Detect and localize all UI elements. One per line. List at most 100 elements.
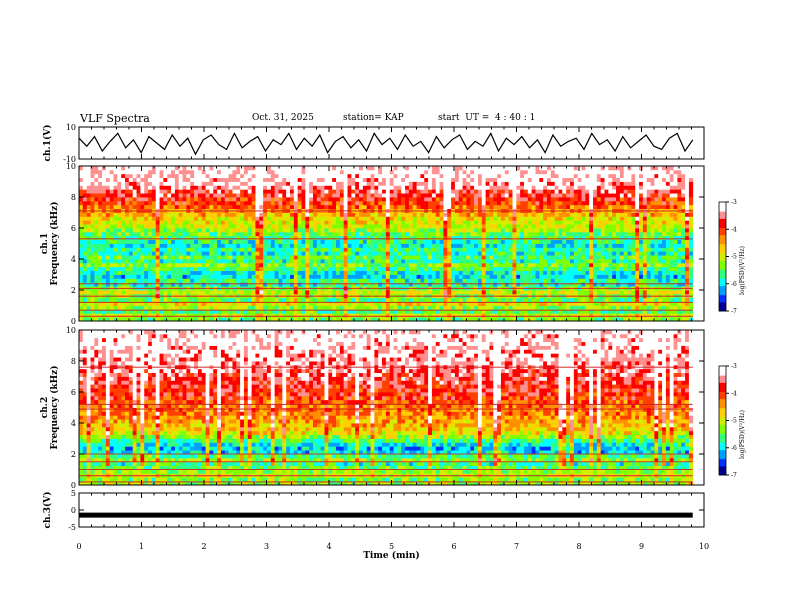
spectrogram-cell bbox=[431, 251, 437, 256]
spectrogram-cell bbox=[220, 247, 226, 252]
spectrogram-cell bbox=[155, 239, 160, 244]
spectrogram-cell bbox=[247, 200, 253, 206]
spectrogram-cell bbox=[554, 220, 559, 225]
spectrogram-cell bbox=[500, 297, 506, 303]
spectrogram-cell bbox=[627, 301, 632, 306]
spectrogram-cell bbox=[251, 309, 256, 314]
spectrogram-cell bbox=[309, 297, 314, 303]
spectrogram-cell bbox=[309, 243, 314, 248]
spectrogram-cell bbox=[167, 274, 172, 279]
spectrogram-cell bbox=[297, 297, 302, 303]
spectrogram-cell bbox=[213, 251, 218, 256]
spectrogram-cell bbox=[305, 200, 310, 206]
spectrogram-cell bbox=[454, 317, 460, 322]
spectrogram-cell bbox=[297, 290, 302, 295]
spectrogram-cell bbox=[662, 301, 667, 306]
spectrogram-cell bbox=[642, 251, 648, 256]
spectrogram-cell bbox=[366, 305, 371, 310]
spectrogram-cell bbox=[289, 255, 295, 260]
spectrogram-cell bbox=[673, 262, 678, 268]
spectrogram-cell bbox=[600, 259, 605, 264]
spectrogram-cell bbox=[631, 313, 636, 318]
spectrogram-cell bbox=[182, 220, 187, 225]
spectrogram-cell bbox=[428, 220, 433, 225]
spectrogram-cell bbox=[220, 313, 226, 318]
spectrogram-cell bbox=[539, 231, 544, 237]
spectrogram-cell bbox=[481, 243, 487, 248]
spectrogram-cell bbox=[612, 297, 617, 303]
spectrogram-cell bbox=[393, 274, 398, 279]
spectrogram-cell bbox=[82, 317, 88, 322]
spectrogram-cell bbox=[669, 220, 674, 225]
spectrogram-cell bbox=[474, 251, 479, 256]
spectrogram-cell bbox=[504, 231, 510, 237]
spectrogram-cell bbox=[297, 305, 302, 310]
spectrogram-cell bbox=[385, 309, 391, 314]
spectrogram-cell bbox=[236, 200, 241, 206]
spectrogram-cell bbox=[167, 243, 172, 248]
spectrogram-cell bbox=[500, 317, 506, 322]
spectrogram-cell bbox=[332, 212, 337, 217]
spectrogram-cell bbox=[577, 228, 582, 233]
spectrogram-cell bbox=[94, 290, 99, 295]
spectrogram-cell bbox=[608, 262, 613, 268]
spectrogram-cell bbox=[163, 200, 168, 206]
spectrogram-cell bbox=[581, 270, 586, 275]
spectrogram-cell bbox=[151, 216, 157, 221]
spectrogram-cell bbox=[347, 231, 352, 237]
spectrogram-cell bbox=[286, 282, 291, 287]
spectrogram-cell bbox=[128, 239, 134, 244]
spectrogram-cell bbox=[508, 251, 513, 256]
spectrogram-cell bbox=[623, 297, 628, 303]
spectrogram-cell bbox=[366, 204, 371, 210]
spectrogram-cell bbox=[646, 247, 651, 252]
spectrogram-cell bbox=[500, 313, 506, 318]
spectrogram-cell bbox=[102, 212, 107, 217]
spectrogram-cell bbox=[593, 224, 598, 229]
spectrogram-cell bbox=[336, 235, 341, 241]
spectrogram-cell bbox=[336, 290, 341, 295]
spectrogram-cell bbox=[466, 224, 471, 229]
spectrogram-cell bbox=[604, 204, 609, 210]
spectrogram-cell bbox=[451, 290, 456, 295]
spectrogram-cell bbox=[458, 313, 463, 318]
spectrogram-cell bbox=[144, 317, 149, 322]
spectrogram-cell bbox=[562, 309, 567, 314]
spectrogram-cell bbox=[151, 200, 157, 206]
spectrogram-cell bbox=[382, 309, 387, 314]
spectrogram-cell bbox=[577, 235, 582, 241]
spectrogram-cell bbox=[658, 282, 663, 287]
spectrogram-cell bbox=[197, 216, 203, 221]
spectrogram-cell bbox=[171, 231, 176, 237]
spectrogram-cell bbox=[527, 247, 533, 252]
spectrogram-cell bbox=[305, 270, 310, 275]
spectrogram-cell bbox=[190, 212, 195, 217]
spectrogram-cell bbox=[105, 216, 111, 221]
spectrogram-cell bbox=[385, 278, 391, 283]
spectrogram-cell bbox=[167, 228, 172, 233]
spectrogram-cell bbox=[616, 239, 621, 244]
spectrogram-cell bbox=[458, 290, 463, 295]
spectrogram-cell bbox=[355, 278, 360, 283]
spectrogram-cell bbox=[270, 262, 276, 268]
spectrogram-cell bbox=[508, 309, 513, 314]
spectrogram-cell bbox=[489, 297, 494, 303]
spectrogram-cell bbox=[447, 235, 452, 241]
spectrogram-cell bbox=[401, 204, 406, 210]
spectrogram-cell bbox=[355, 247, 360, 252]
spectrogram-cell bbox=[243, 255, 249, 260]
spectrogram-cell bbox=[681, 317, 686, 322]
spectrogram-cell bbox=[424, 266, 429, 272]
spectrogram-cell bbox=[673, 297, 678, 303]
spectrogram-cell bbox=[424, 231, 429, 237]
spectrogram-cell bbox=[600, 228, 605, 233]
spectrogram-cell bbox=[543, 278, 548, 283]
spectrogram-cell bbox=[155, 297, 160, 303]
spectrogram-cell bbox=[527, 297, 533, 303]
spectrogram-cell bbox=[370, 305, 375, 310]
spectrogram-cell bbox=[527, 231, 533, 237]
spectrogram-cell bbox=[654, 297, 659, 303]
spectrogram-cell bbox=[224, 317, 230, 322]
spectrogram-cell bbox=[570, 274, 575, 279]
spectrogram-cell bbox=[593, 220, 598, 225]
